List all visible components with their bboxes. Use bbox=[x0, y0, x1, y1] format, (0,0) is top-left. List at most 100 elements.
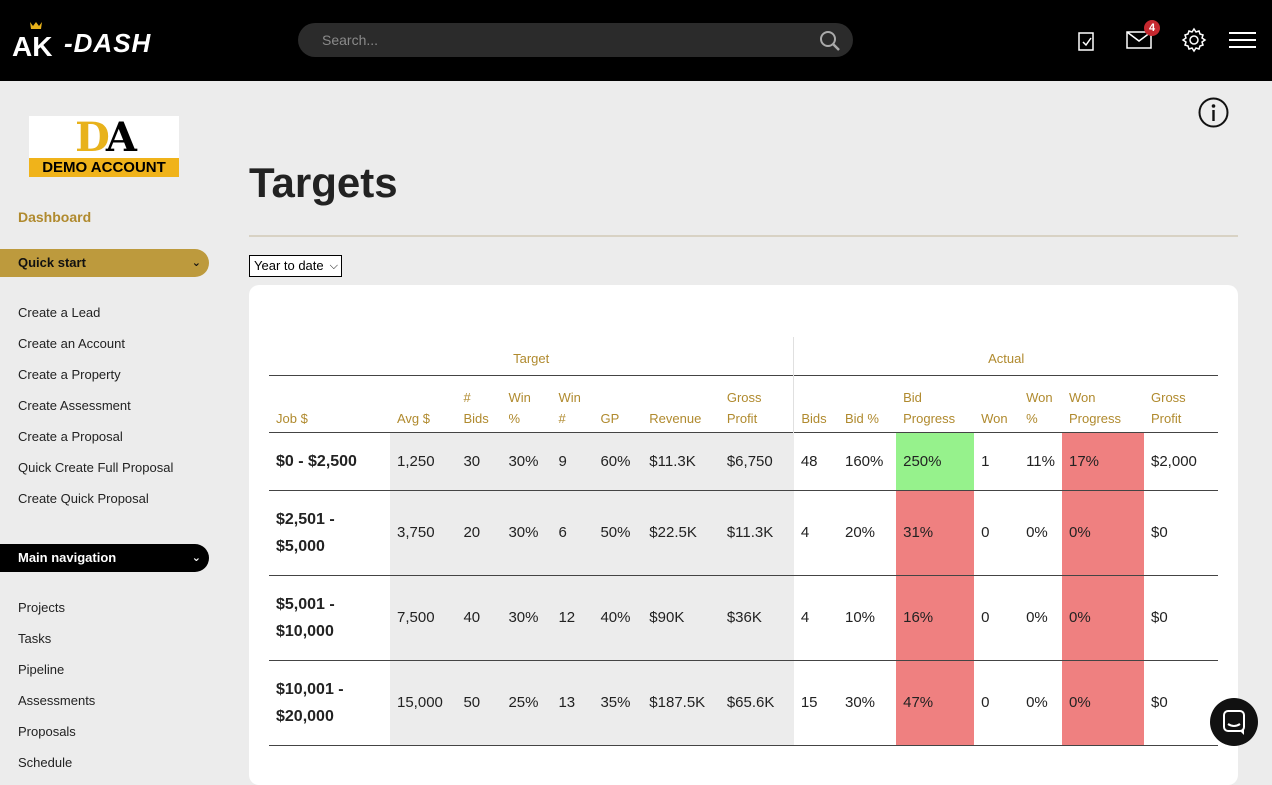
quick-link-full-proposal[interactable]: Quick Create Full Proposal bbox=[18, 460, 174, 475]
cell-avg: 15,000 bbox=[390, 660, 457, 746]
cell-win-num: 13 bbox=[551, 660, 594, 746]
cell-gp: 50% bbox=[593, 490, 643, 576]
cell-bids: 50 bbox=[456, 660, 502, 746]
info-icon[interactable] bbox=[1198, 97, 1229, 128]
quick-link-quick-proposal[interactable]: Create Quick Proposal bbox=[18, 491, 149, 506]
cell-gross-profit: $36K bbox=[719, 575, 794, 661]
table-row: $2,501 - $5,000 3,750 20 30% 6 50% $22.5… bbox=[269, 490, 1218, 576]
targets-card: Target Actual Job $ Avg $ # Bids Win % W… bbox=[249, 285, 1238, 785]
main-content: Targets Year to date ⌵ Target Actual Job… bbox=[210, 81, 1272, 785]
cell-win-pct: 25% bbox=[501, 660, 552, 746]
app-logo[interactable]: AK -DASH bbox=[12, 18, 197, 62]
col-gp: GP bbox=[600, 410, 620, 426]
mail-icon[interactable] bbox=[1126, 31, 1152, 49]
col-gross-profit: Gross Profit bbox=[726, 389, 762, 426]
quick-start-label: Quick start bbox=[18, 255, 86, 270]
cell-gross-profit: $11.3K bbox=[719, 490, 794, 576]
targets-table: Target Actual Job $ Avg $ # Bids Win % W… bbox=[269, 337, 1218, 746]
nav-schedule[interactable]: Schedule bbox=[18, 755, 73, 770]
cell-actual-bids: 4 bbox=[793, 575, 838, 661]
quick-start-toggle[interactable]: Quick start ⌄ bbox=[0, 249, 209, 277]
col-won: Won bbox=[981, 410, 1008, 426]
cell-bid-progress: 16% bbox=[896, 575, 975, 661]
cell-won-pct: 0% bbox=[1019, 575, 1062, 661]
col-avg: Avg $ bbox=[397, 410, 431, 426]
table-row: $5,001 - $10,000 7,500 40 30% 12 40% $90… bbox=[269, 575, 1218, 661]
col-won-progress: Won Progress bbox=[1069, 389, 1122, 426]
company-logo-mark: DA bbox=[75, 114, 137, 161]
col-bid-pct: Bid % bbox=[845, 410, 879, 426]
nav-assessments[interactable]: Assessments bbox=[18, 693, 96, 708]
cell-actual-bids: 48 bbox=[793, 432, 838, 491]
cell-gp: 40% bbox=[593, 575, 643, 661]
cell-bid-progress: 47% bbox=[896, 660, 975, 746]
quick-link-create-account[interactable]: Create an Account bbox=[18, 336, 125, 351]
cell-job: $2,501 - $5,000 bbox=[269, 490, 390, 576]
chat-launcher[interactable] bbox=[1210, 698, 1258, 746]
cell-win-num: 12 bbox=[551, 575, 594, 661]
cell-revenue: $187.5K bbox=[642, 660, 720, 746]
column-header-row: Job $ Avg $ # Bids Win % Win # GP Revenu… bbox=[269, 375, 1218, 432]
cell-won-pct: 0% bbox=[1019, 490, 1062, 576]
gear-icon[interactable] bbox=[1181, 27, 1207, 53]
cell-win-pct: 30% bbox=[501, 432, 552, 491]
cell-won-pct: 0% bbox=[1019, 660, 1062, 746]
period-select[interactable]: Year to date ⌵ bbox=[249, 255, 342, 277]
cell-gp: 35% bbox=[593, 660, 643, 746]
group-actual: Actual bbox=[793, 337, 1218, 375]
cell-gross-profit: $6,750 bbox=[719, 432, 794, 491]
quick-link-create-property[interactable]: Create a Property bbox=[18, 367, 121, 382]
cell-bid-pct: 20% bbox=[838, 490, 897, 576]
table-row: $0 - $2,500 1,250 30 30% 9 60% $11.3K $6… bbox=[269, 432, 1218, 491]
nav-projects[interactable]: Projects bbox=[18, 600, 65, 615]
cell-job: $10,001 - $20,000 bbox=[269, 660, 390, 746]
menu-icon[interactable] bbox=[1229, 31, 1256, 49]
svg-text:-DASH: -DASH bbox=[64, 28, 152, 58]
search-input[interactable]: Search... bbox=[322, 32, 379, 48]
company-logo-text: DEMO ACCOUNT bbox=[29, 158, 179, 177]
cell-win-pct: 30% bbox=[501, 575, 552, 661]
sidebar: DA DEMO ACCOUNT Dashboard Quick start ⌄ … bbox=[0, 81, 210, 770]
cell-actual-gross-profit: $0 bbox=[1144, 575, 1218, 661]
cell-avg: 3,750 bbox=[390, 490, 457, 576]
quick-link-create-assessment[interactable]: Create Assessment bbox=[18, 398, 131, 413]
cell-actual-gross-profit: $0 bbox=[1144, 660, 1218, 746]
nav-pipeline[interactable]: Pipeline bbox=[18, 662, 65, 677]
nav-proposals[interactable]: Proposals bbox=[18, 724, 76, 739]
tasks-icon[interactable] bbox=[1077, 31, 1095, 51]
main-navigation-label: Main navigation bbox=[18, 550, 117, 565]
search-bar[interactable]: Search... bbox=[298, 23, 853, 57]
cell-win-num: 9 bbox=[551, 432, 594, 491]
search-icon[interactable] bbox=[819, 30, 841, 52]
chevron-down-icon: ⌵ bbox=[329, 260, 338, 272]
col-actual-gross-profit: Gross Profit bbox=[1151, 389, 1186, 426]
chat-icon bbox=[1223, 710, 1245, 735]
cell-won: 0 bbox=[974, 575, 1020, 661]
period-select-value: Year to date bbox=[254, 258, 324, 273]
cell-revenue: $11.3K bbox=[642, 432, 720, 491]
col-bids: # Bids bbox=[463, 389, 489, 426]
cell-bids: 20 bbox=[456, 490, 502, 576]
cell-gross-profit: $65.6K bbox=[719, 660, 794, 746]
cell-actual-bids: 4 bbox=[793, 490, 838, 576]
nav-tasks[interactable]: Tasks bbox=[18, 631, 52, 646]
cell-win-pct: 30% bbox=[501, 490, 552, 576]
col-revenue: Revenue bbox=[649, 410, 702, 426]
main-links: Projects Tasks Pipeline Assessments Prop… bbox=[18, 592, 95, 778]
cell-won-pct: 11% bbox=[1019, 432, 1062, 491]
quick-link-create-lead[interactable]: Create a Lead bbox=[18, 305, 101, 320]
cell-job: $5,001 - $10,000 bbox=[269, 575, 390, 661]
cell-won: 0 bbox=[974, 660, 1020, 746]
cell-won-progress: 0% bbox=[1062, 660, 1144, 746]
top-bar: AK -DASH Search... 4 bbox=[0, 0, 1272, 81]
dashboard-link[interactable]: Dashboard bbox=[18, 209, 92, 225]
cell-avg: 1,250 bbox=[390, 432, 457, 491]
cell-actual-gross-profit: $2,000 bbox=[1144, 432, 1218, 491]
company-logo[interactable]: DA DEMO ACCOUNT bbox=[29, 116, 179, 177]
cell-bid-pct: 160% bbox=[838, 432, 897, 491]
main-navigation-toggle[interactable]: Main navigation ⌄ bbox=[0, 544, 209, 572]
col-actual-bids: Bids bbox=[793, 375, 838, 432]
quick-link-create-proposal[interactable]: Create a Proposal bbox=[18, 429, 123, 444]
col-job: Job $ bbox=[276, 410, 308, 426]
cell-bid-pct: 10% bbox=[838, 575, 897, 661]
